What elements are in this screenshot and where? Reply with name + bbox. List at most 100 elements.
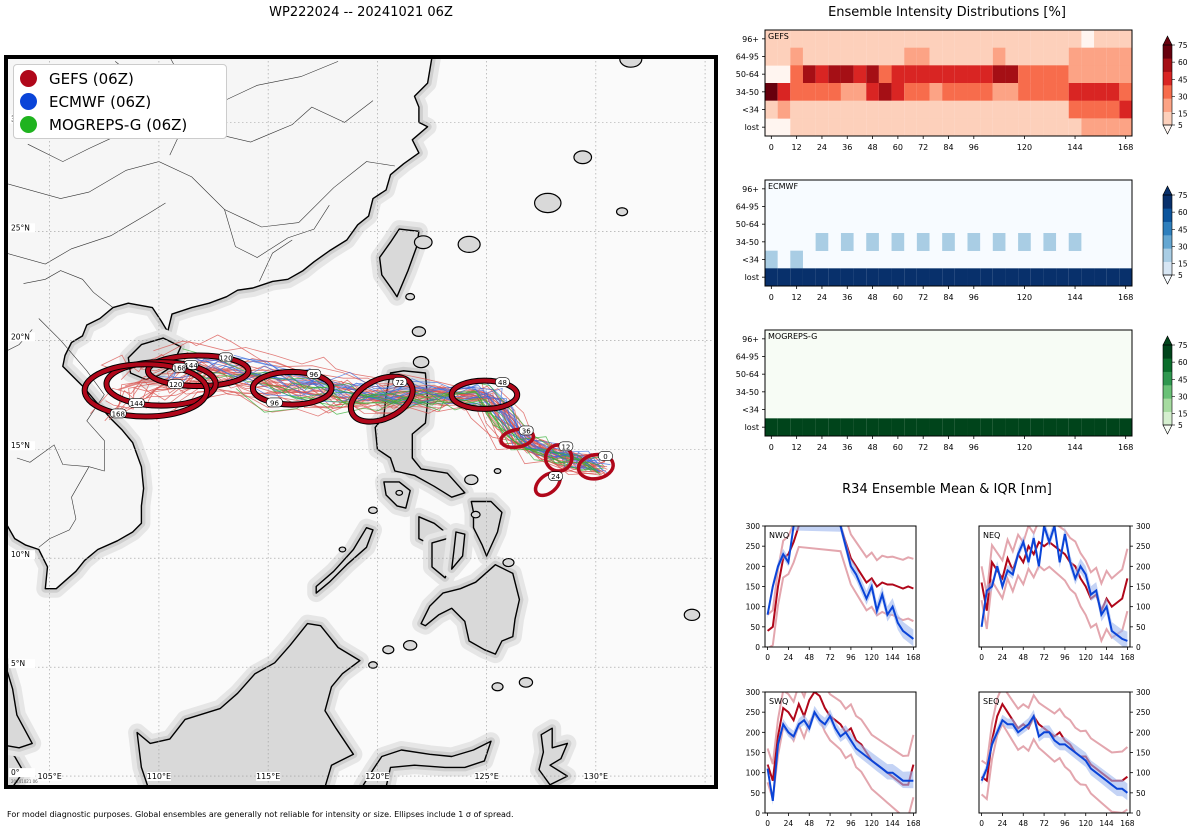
ecmwf-cell-3-24: [1068, 233, 1082, 251]
r34-seq-ecmwf-iqr-band: [981, 709, 1128, 801]
r34-plot-area-seq: [980, 692, 1129, 813]
mogreps-cbar-label-1: 15: [1178, 410, 1188, 419]
r34-nwq-xlabel-6: 144: [885, 653, 900, 662]
ecmwf-ylabel-0: 96+: [742, 185, 759, 194]
ecmwf-cbar-label-2: 30: [1178, 242, 1188, 251]
gefs-cell-0-8: [866, 30, 879, 48]
mogreps-cbar-label-2: 30: [1178, 392, 1188, 401]
r34-label-seq: SEQ: [983, 697, 999, 706]
gefs-ylabel-2: 50-64: [736, 70, 759, 79]
ecmwf-cell-3-14: [942, 233, 955, 251]
r34-nwq-ylabel-2: 100: [746, 603, 761, 612]
r34-nwq-gefs-iqr-low: [768, 545, 914, 647]
gefs-cell-5-18: [992, 118, 1006, 137]
gefs-cell-5-2: [790, 118, 803, 137]
gefs-ylabel-0: 96+: [742, 35, 759, 44]
border-line-8: [38, 466, 90, 548]
ecmwf-cbar-seg-4: [1163, 208, 1172, 222]
mogreps-ylabel-5: lost: [745, 423, 759, 432]
borneo: [136, 622, 361, 787]
ecmwf-cell-3-4: [815, 233, 829, 251]
mogreps-cell-5-10: [891, 418, 905, 437]
gefs-cell-3-18: [992, 83, 1006, 101]
r34-neq-xlabel-2: 48: [1018, 653, 1028, 662]
r34-seq-xlabel-3: 72: [1039, 819, 1049, 828]
r34-swq-ecmwf-mean-0: [766, 709, 914, 802]
ellipse-label-bg-72: [392, 377, 408, 387]
ecmwf-cell-4-2: [790, 250, 803, 269]
gefs-cell-1-4: [815, 47, 829, 66]
ecmwf-cell-5-14: [942, 268, 955, 287]
r34-swq-gefs-iqr-high: [766, 692, 915, 765]
mogreps-cbar-seg-5: [1163, 345, 1172, 359]
gefs-cell-3-19: [1005, 83, 1019, 101]
mogreps-cbar-seg-3: [1163, 371, 1172, 386]
gefs-cell-4-11: [904, 100, 917, 119]
r34-seq-xlabel-6: 144: [1099, 819, 1114, 828]
gefs-cell-2-4: [815, 65, 829, 84]
ecmwf-cell-5-6: [840, 268, 854, 287]
island-16: [368, 661, 379, 669]
mogreps-heatmap: MOGREPS-G 96+ 64-95 50-64 34-50 <34 lost 0 12 24 3…: [736, 329, 1188, 452]
island-2: [533, 192, 562, 214]
island-5: [405, 292, 416, 301]
gefs-cell-1-28: [1119, 47, 1132, 66]
gefs-cell-1-26: [1094, 47, 1107, 66]
ecmwf-cell-5-27: [1106, 268, 1120, 287]
lon-label-5: 130°E: [584, 772, 608, 781]
ecmwf-cell-5-19: [1005, 268, 1019, 287]
gefs-cell-1-21: [1030, 47, 1044, 66]
map-title: WP222024 -- 20241021 06Z: [269, 5, 453, 20]
r34-nwq-ylabel-5: 250: [746, 542, 761, 551]
ecmwf-cell-5-17: [980, 268, 993, 287]
mindanao: [420, 564, 521, 655]
ecmwf-xlabel-6: 72: [918, 293, 928, 302]
gefs-cell-4-26: [1094, 100, 1107, 119]
gefs-cell-4-6: [840, 100, 854, 119]
r34-plot-area-swq: [766, 692, 915, 813]
gefs-cbar-label-2: 30: [1178, 92, 1188, 101]
ecmwf-ylabel-4: <34: [742, 256, 759, 265]
gefs-cell-0-19: [1005, 30, 1019, 48]
ellipse-label-bg-24: [548, 471, 563, 481]
gefs-cell-3-20: [1018, 83, 1031, 101]
ellipse-label-bg-12: [558, 441, 574, 452]
mogreps-cell-5-11: [904, 418, 917, 437]
gefs-cell-5-21: [1030, 118, 1044, 137]
ellipse-label-0: 0: [603, 453, 607, 461]
ecmwf-cbar-label-4: 60: [1178, 208, 1188, 217]
ecmwf-cell-5-9: [878, 268, 892, 287]
r34-nwq-xlabel-4: 96: [846, 653, 856, 662]
r34-neq-xlabel-1: 24: [998, 653, 1008, 662]
legend-item-ecmwf: ECMWF (06Z): [14, 90, 226, 113]
gefs-cell-5-16: [967, 118, 981, 137]
r34-swq-ylabel-2: 100: [746, 769, 761, 778]
ecmwf-cbar-label-3: 45: [1178, 225, 1188, 234]
gefs-cell-3-27: [1106, 83, 1120, 101]
mogreps-cell-5-5: [828, 418, 841, 437]
gefs-cell-2-19: [1005, 65, 1019, 84]
ecmwf-cell-5-2: [790, 268, 803, 287]
ecmwf-cell-5-20: [1018, 268, 1031, 287]
gefs-cell-5-22: [1043, 118, 1057, 137]
gefs-cell-4-1: [777, 100, 791, 119]
gefs-xlabel-7: 84: [943, 143, 953, 152]
ecmwf-cbar-label-0: 5: [1178, 271, 1183, 280]
legend-item-mogreps: MOGREPS-G (06Z): [14, 113, 226, 136]
ecmwf-cell-5-15: [954, 268, 968, 287]
r34-seq-gefs-iqr-high: [981, 692, 1129, 766]
gefs-cell-3-16: [967, 83, 981, 101]
mogreps-cbar-seg-1: [1163, 398, 1172, 412]
gefs-cell-0-17: [980, 30, 993, 48]
gefs-cell-1-9: [878, 47, 892, 66]
gefs-cell-2-18: [992, 65, 1006, 84]
gefs-cell-4-16: [967, 100, 981, 119]
r34-seq-ylabel-4: 200: [1136, 728, 1151, 737]
mogreps-xlabel-0: 0: [769, 443, 774, 452]
gefs-xlabel-11: 168: [1118, 143, 1133, 152]
r34-label-neq: NEQ: [983, 531, 1000, 540]
gefs-cell-2-22: [1043, 65, 1057, 84]
island-14: [491, 682, 504, 692]
mogreps-cell-5-13: [929, 418, 943, 437]
ecmwf-xlabel-0: 0: [769, 293, 774, 302]
